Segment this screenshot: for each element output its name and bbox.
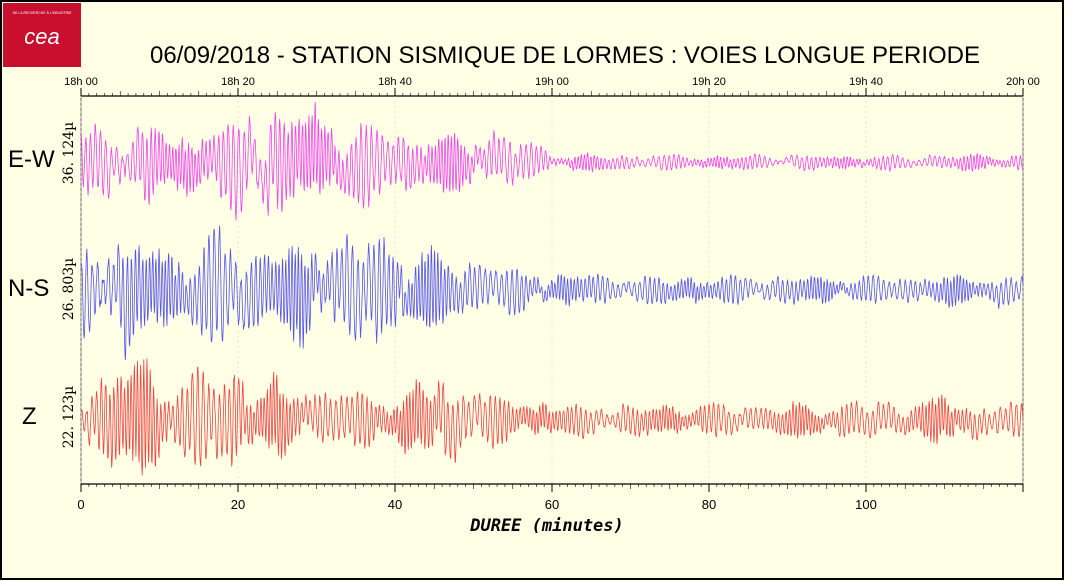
x-axis-label: DUREE (minutes) xyxy=(469,516,624,536)
scale-labels: 36. 124µ 26. 803µ 22. 123µ xyxy=(61,122,77,449)
trace-ns-series xyxy=(80,225,1024,361)
scale-label-ew: 36. 124µ xyxy=(61,122,77,185)
x-tick-label: 0 xyxy=(77,497,84,512)
trace-ew-series xyxy=(80,102,1024,221)
top-time-ticks: 18h 00 18h 20 18h 40 19h 00 19h 20 19h 40 20h … xyxy=(64,76,1040,96)
seismic-traces xyxy=(80,102,1024,476)
cea-logo-text: cea xyxy=(24,24,59,49)
time-tick-label: 20h 00 xyxy=(1006,76,1040,88)
time-tick-label: 18h 20 xyxy=(221,76,255,88)
cea-logo-background xyxy=(3,3,81,67)
scale-label-z: 22. 123µ xyxy=(61,386,77,449)
time-tick-label: 18h 40 xyxy=(378,76,412,88)
channel-label-z: Z xyxy=(22,403,37,430)
chart-title: 06/09/2018 - STATION SISMIQUE DE LORMES … xyxy=(150,42,980,69)
cea-logo: DE LA RECHERCHE À L'INDUSTRIE cea xyxy=(3,3,81,67)
time-tick-label: 19h 00 xyxy=(535,76,569,88)
x-tick-label: 100 xyxy=(855,497,877,512)
time-tick-label: 18h 00 xyxy=(64,76,98,88)
cea-logo-tagline: DE LA RECHERCHE À L'INDUSTRIE xyxy=(13,11,72,15)
trace-z-series xyxy=(80,358,1024,476)
scale-label-ns: 26. 803µ xyxy=(61,258,77,321)
time-tick-label: 19h 20 xyxy=(692,76,726,88)
channel-labels: E-W N-S Z xyxy=(8,146,55,430)
channel-label-ew: E-W xyxy=(8,146,55,173)
plot-area: 18h 00 18h 20 18h 40 19h 00 19h 20 19h 40 20h … xyxy=(64,76,1040,512)
bottom-minute-ticks: 0 20 40 60 80 100 xyxy=(77,484,1024,512)
x-tick-label: 40 xyxy=(388,497,402,512)
x-tick-label: 60 xyxy=(545,497,559,512)
channel-label-ns: N-S xyxy=(8,275,49,302)
time-tick-label: 19h 40 xyxy=(849,76,883,88)
x-tick-label: 80 xyxy=(702,497,716,512)
x-tick-label: 20 xyxy=(231,497,245,512)
